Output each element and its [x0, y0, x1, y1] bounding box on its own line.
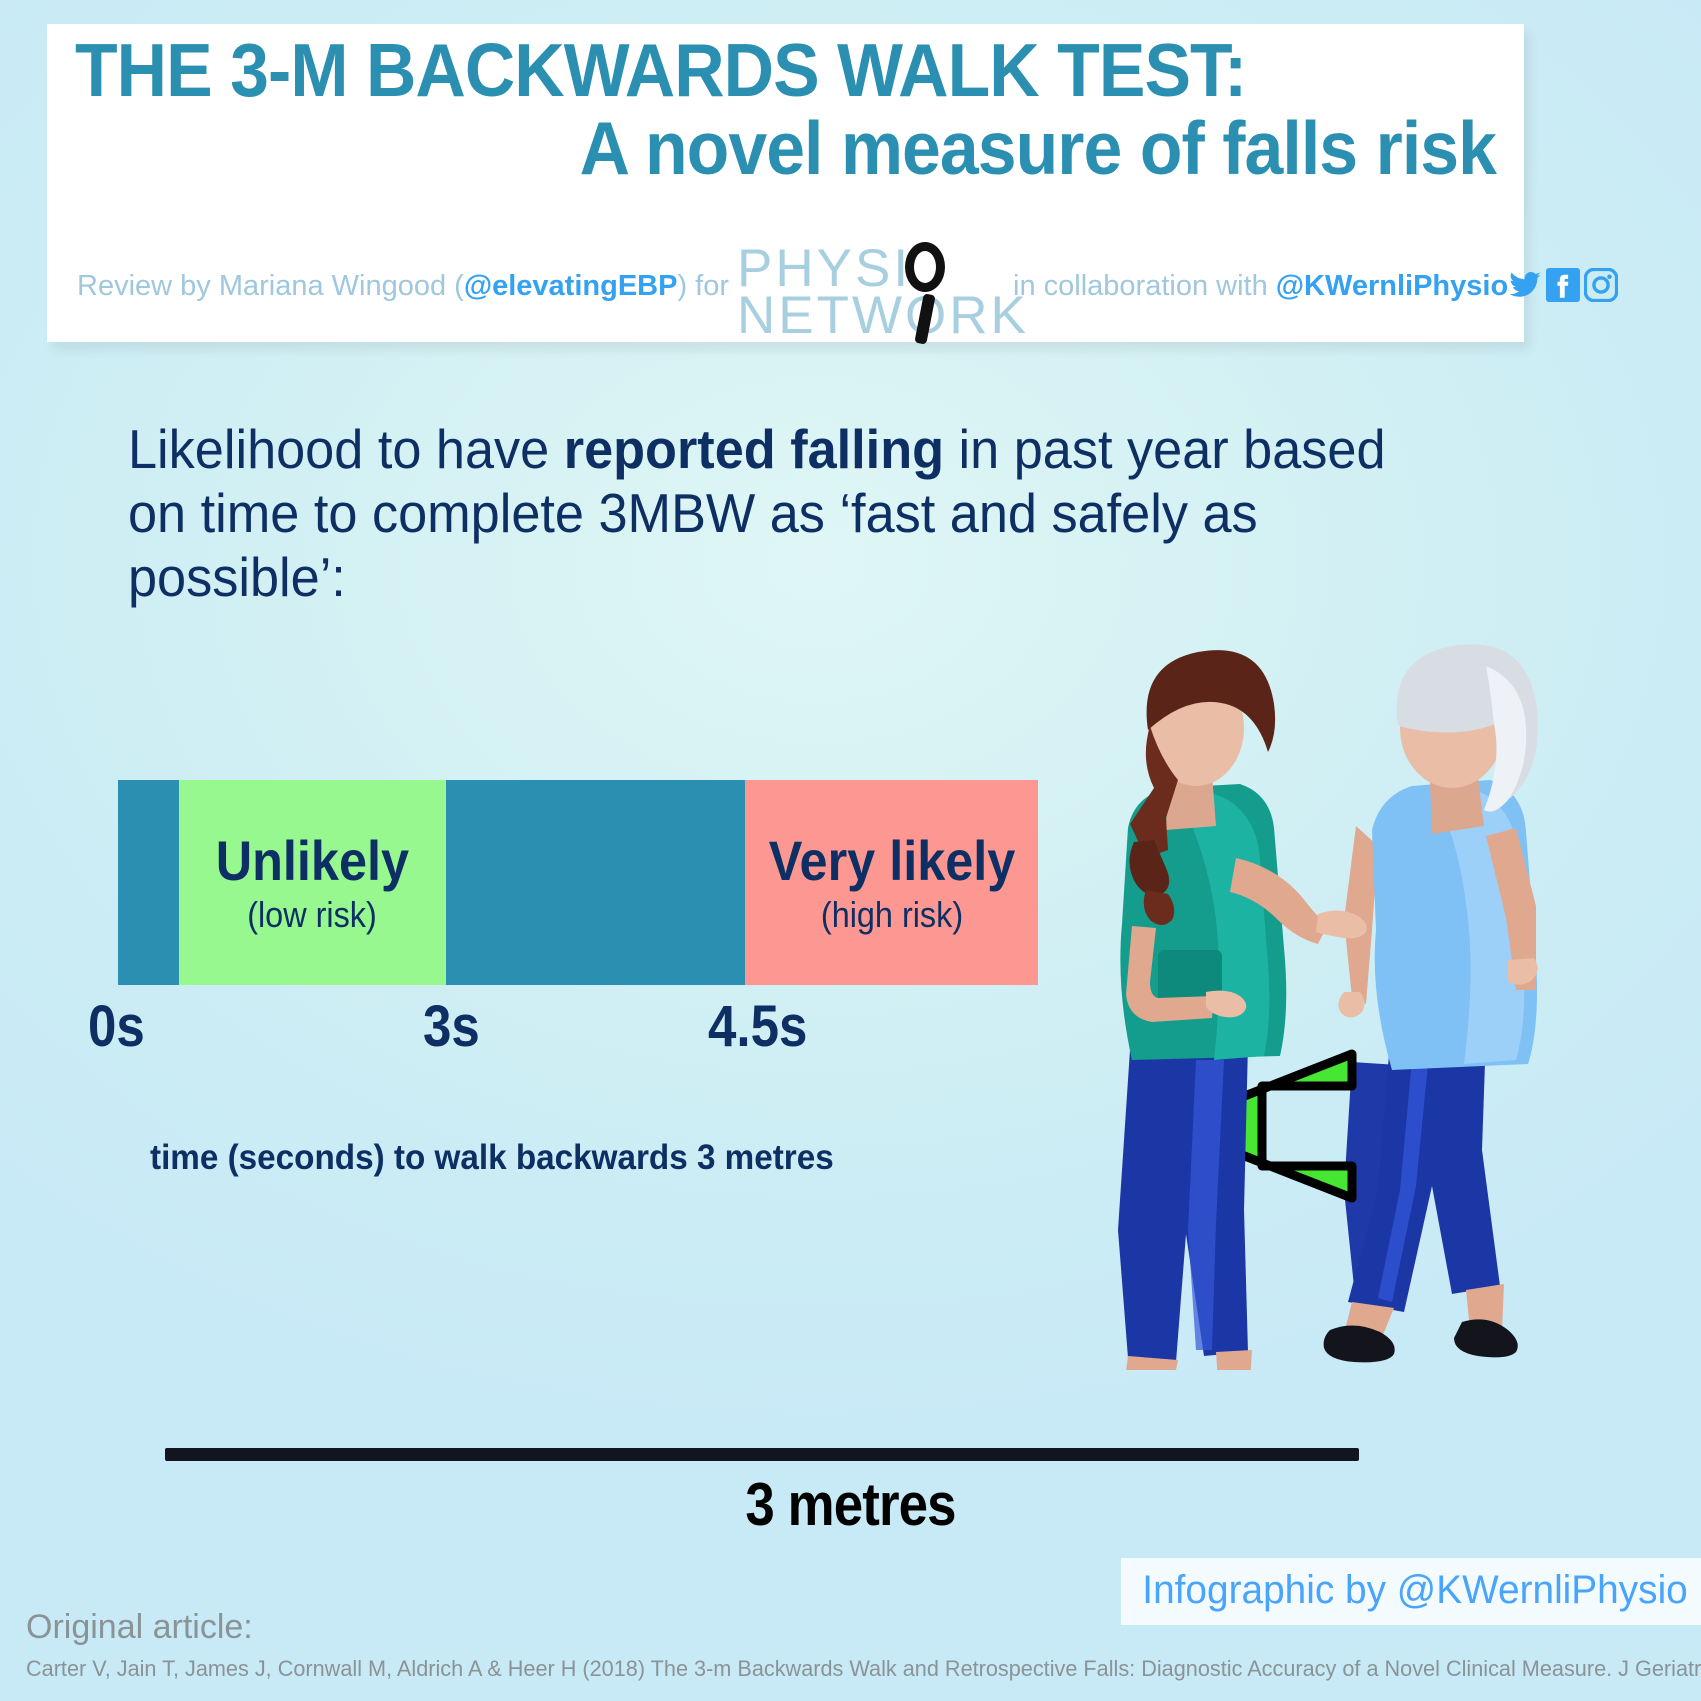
bar-segment-very-likely: Very likely (high risk): [745, 780, 1038, 985]
subhead: Likelihood to have reported falling in p…: [128, 418, 1430, 609]
tick-label-45s: 4.5s: [708, 994, 808, 1059]
logo-network-a: NETW: [737, 285, 906, 345]
tick-label-3s: 3s: [423, 994, 480, 1059]
instagram-icon[interactable]: [1583, 267, 1619, 303]
bar-segment-lead-in: [118, 780, 179, 985]
distance-label: 3 metres: [745, 1471, 956, 1538]
infographic-credit-badge: Infographic by @KWernliPhysio: [1120, 1558, 1701, 1625]
floor-line: [165, 1448, 1359, 1461]
header-card: THE 3-M BACKWARDS WALK TEST: A novel mea…: [47, 24, 1619, 345]
segment-label-very-likely: Very likely: [768, 828, 1016, 892]
page-title-line-1: THE 3-M BACKWARDS WALK TEST:: [75, 28, 1247, 112]
social-icon-group: [1508, 267, 1619, 303]
byline-author-text: Review by Mariana Wingood (@elevatingEBP…: [77, 270, 729, 303]
page-title-line-2: A novel measure of falls risk: [579, 105, 1497, 190]
segment-label-unlikely: Unlikely: [215, 828, 409, 892]
tick-label-0s: 0s: [88, 994, 145, 1059]
collab-handle[interactable]: @KWernliPhysio: [1275, 270, 1509, 302]
bar-segment-unlikely: Unlikely (low risk): [178, 780, 446, 985]
bar-segment-middle: [445, 780, 746, 985]
citation-text: Carter V, Jain T, James J, Cornwall M, A…: [26, 1656, 1701, 1681]
physio-network-logo: PHYSI NETWORK: [737, 239, 1026, 345]
older-adult-walking-backwards-figure: [1323, 644, 1538, 1363]
segment-sublabel-very-likely: (high risk): [820, 893, 963, 935]
byline: Review by Mariana Wingood (@elevatingEBP…: [77, 239, 1619, 345]
collab-prefix: in collaboration with: [1013, 270, 1268, 302]
original-article-label: Original article:: [26, 1608, 253, 1646]
facebook-icon[interactable]: [1546, 268, 1581, 302]
twitter-icon[interactable]: [1508, 268, 1542, 302]
chart-bar: Unlikely (low risk) Very likely (high ri…: [118, 780, 1038, 985]
byline-prefix: Review by Mariana Wingood (: [77, 270, 464, 302]
collaboration-text: in collaboration with @KWernliPhysio: [1013, 270, 1508, 303]
logo-circle-icon: [905, 242, 946, 292]
walking-illustration: [1000, 630, 1701, 1413]
author-handle[interactable]: @elevatingEBP: [463, 270, 678, 302]
chart-tick-row: 0s 3s 4.5s: [88, 985, 1038, 1059]
segment-sublabel-unlikely: (low risk): [247, 893, 377, 935]
subhead-part-1: Likelihood to have: [128, 418, 564, 480]
logo-word-physio: PHYSI: [737, 239, 912, 298]
subhead-bold: reported falling: [563, 418, 945, 480]
physiotherapist-figure: [1101, 650, 1367, 1413]
subhead-part-2: in past year based on time to complete 3…: [128, 418, 1386, 608]
risk-bar-chart: Unlikely (low risk) Very likely (high ri…: [88, 780, 1038, 1059]
title-block: THE 3-M BACKWARDS WALK TEST: A novel mea…: [47, 24, 1524, 185]
byline-mid: ) for: [677, 270, 730, 302]
chart-axis-caption: time (seconds) to walk backwards 3 metre…: [150, 1138, 834, 1177]
logo-word-network: NETWORK: [737, 289, 1026, 342]
